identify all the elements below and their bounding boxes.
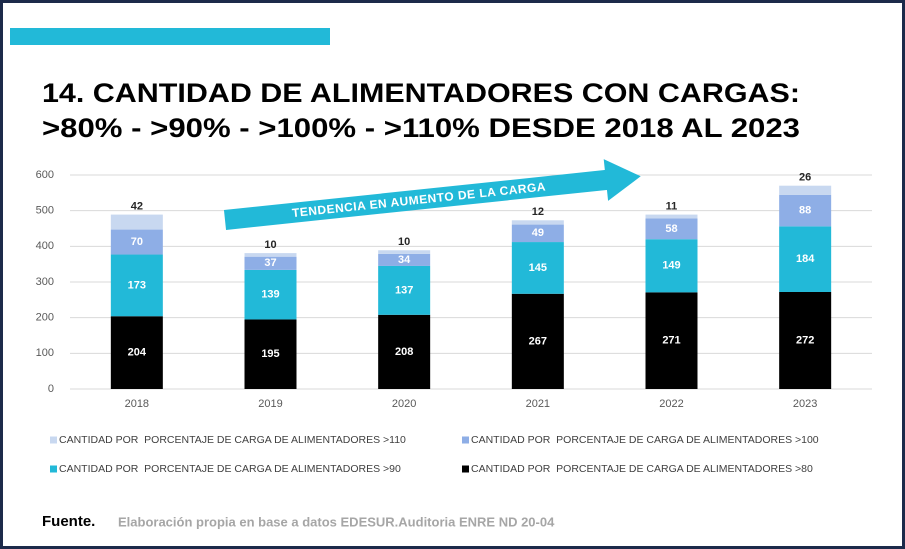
- bar-segment: [511, 220, 564, 225]
- x-tick-label: 2018: [125, 398, 149, 410]
- source-label: Fuente.: [42, 513, 95, 530]
- header-accent: [10, 28, 330, 45]
- value-label: 12: [532, 206, 544, 218]
- bar-segment: [110, 254, 163, 317]
- legend-swatch: [462, 465, 469, 473]
- value-label: 208: [395, 346, 413, 358]
- bar-segment: [110, 229, 163, 255]
- bar-segment: [244, 253, 297, 257]
- value-label: 267: [529, 335, 547, 347]
- bar-segment: [378, 250, 431, 254]
- value-label: 145: [529, 262, 547, 274]
- value-label: 204: [128, 347, 147, 359]
- x-tick-label: 2019: [258, 398, 282, 410]
- legend-swatch: [462, 436, 469, 444]
- legend-label: CANTIDAD POR PORCENTAJE DE CARGA DE ALIM…: [59, 463, 401, 475]
- x-tick-label: 2022: [659, 398, 683, 410]
- chart-title: >80% - >90% - >100% - >110% DESDE 2018 A…: [42, 113, 800, 143]
- value-label: 271: [662, 335, 680, 347]
- value-label: 88: [799, 205, 811, 217]
- y-tick-label: 500: [36, 205, 54, 217]
- value-label: 173: [128, 279, 146, 291]
- value-label: 34: [398, 254, 411, 266]
- y-tick-label: 300: [36, 276, 54, 288]
- legend-label: CANTIDAD POR PORCENTAJE DE CARGA DE ALIM…: [471, 434, 819, 446]
- bar-segment: [378, 253, 431, 266]
- bar-segment: [110, 316, 163, 389]
- x-tick-label: 2023: [793, 398, 817, 410]
- bar-segment: [645, 292, 698, 389]
- chart-title: 14. CANTIDAD DE ALIMENTADORES CON CARGAS…: [42, 78, 800, 108]
- value-label: 26: [799, 172, 811, 184]
- bar-segment: [378, 265, 431, 315]
- value-label: 137: [395, 284, 413, 296]
- bar-segment: [244, 269, 297, 320]
- value-label: 11: [666, 200, 678, 212]
- value-label: 42: [131, 200, 143, 212]
- bar-segment: [378, 314, 431, 389]
- bar-segment: [511, 242, 564, 294]
- bar-segment: [110, 214, 163, 230]
- value-label: 195: [261, 348, 279, 360]
- value-label: 139: [261, 289, 279, 301]
- arrow-head: [603, 159, 641, 201]
- value-label: 149: [662, 260, 680, 272]
- bar-segment: [779, 194, 832, 227]
- y-tick-label: 200: [36, 312, 54, 324]
- value-label: 70: [131, 236, 143, 248]
- legend-label: CANTIDAD POR PORCENTAJE DE CARGA DE ALIM…: [471, 463, 813, 475]
- value-label: 37: [264, 257, 276, 269]
- y-tick-label: 400: [36, 240, 54, 252]
- y-tick-label: 100: [36, 347, 54, 359]
- value-label: 58: [665, 223, 677, 235]
- x-tick-label: 2020: [392, 398, 416, 410]
- y-tick-label: 0: [48, 383, 54, 395]
- legend-swatch: [50, 465, 57, 473]
- bar-segment: [645, 239, 698, 293]
- y-tick-label: 600: [36, 169, 54, 181]
- bar-segment: [511, 224, 564, 243]
- bar-segment: [244, 256, 297, 270]
- value-label: 49: [532, 227, 544, 239]
- bar-segment: [645, 214, 698, 219]
- bar-segment: [511, 293, 564, 389]
- value-label: 184: [796, 253, 815, 265]
- value-label: 10: [264, 239, 276, 251]
- bar-segment: [645, 218, 698, 240]
- arrow-body: [223, 169, 609, 230]
- plot: 0 100 200 300 400 500 600 2018 204 173 70 42 2019 195…: [36, 169, 872, 475]
- bar-segment: [779, 185, 832, 195]
- source-text: Elaboración propia en base a datos EDESU…: [118, 514, 555, 529]
- bar-segment: [244, 319, 297, 389]
- bar-segment: [779, 291, 832, 389]
- bar-segment: [779, 226, 832, 292]
- x-tick-label: 2021: [526, 398, 550, 410]
- value-label: 10: [398, 236, 410, 248]
- legend-swatch: [50, 436, 57, 444]
- value-label: 272: [796, 334, 814, 346]
- legend-label: CANTIDAD POR PORCENTAJE DE CARGA DE ALIM…: [59, 434, 406, 446]
